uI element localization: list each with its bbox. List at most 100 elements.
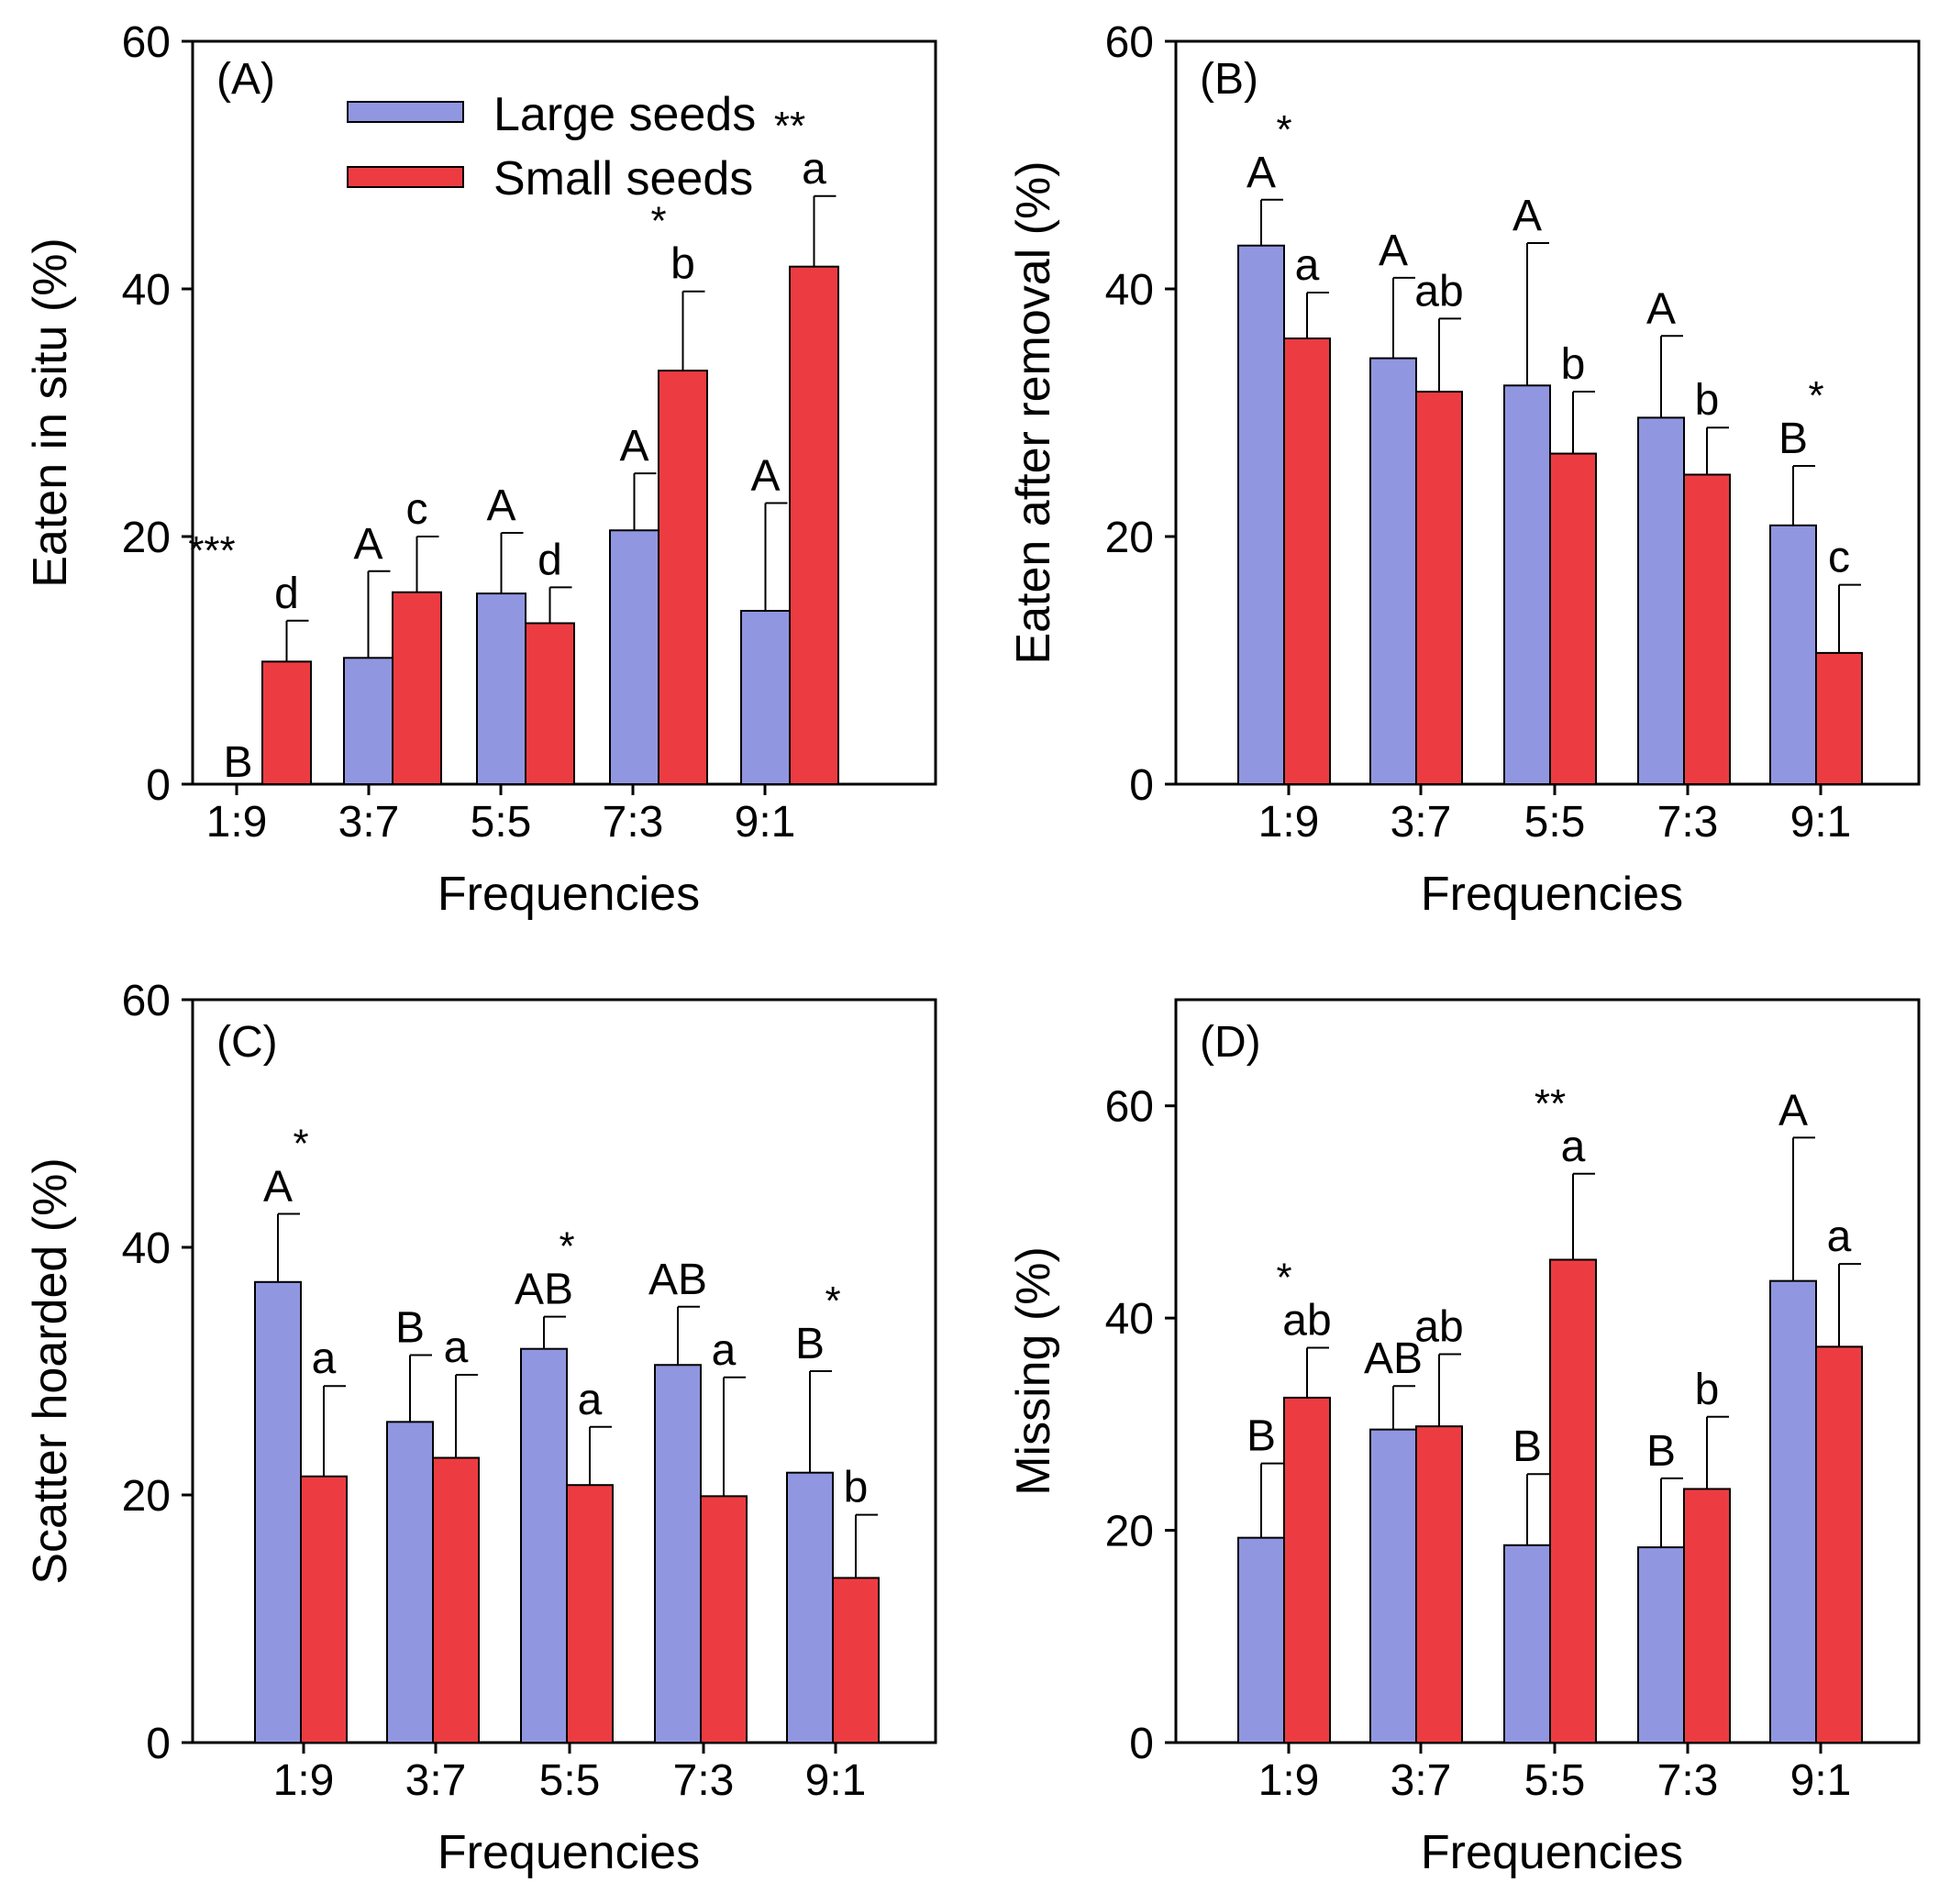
group-letter: b	[1695, 1366, 1720, 1414]
y-tick-label: 60	[122, 977, 171, 1025]
panel-a-ylabel: Eaten in situ (%)	[24, 238, 77, 588]
group-letter: B	[1512, 1422, 1542, 1471]
bar-small-5-5	[1549, 1258, 1597, 1743]
bar-small-5-5	[566, 1484, 614, 1743]
group-letter: A	[619, 422, 648, 470]
bar-large-3-7	[343, 657, 393, 785]
y-tick-label: 0	[146, 1720, 171, 1768]
x-tick-label: 7:3	[1657, 798, 1719, 847]
group-letter: B	[223, 738, 252, 787]
y-tick-label: 20	[122, 1472, 171, 1521]
bar-small-9-1	[1815, 651, 1863, 786]
y-tick-label: 40	[122, 266, 171, 315]
significance-marker: *	[1808, 373, 1823, 418]
bar-small-5-5	[1549, 452, 1597, 785]
x-tick-label: 9:1	[735, 798, 796, 847]
group-letter: b	[670, 240, 695, 289]
y-tick-label: 0	[146, 761, 171, 810]
bar-large-9-1	[786, 1471, 834, 1743]
bar-large-3-7	[1369, 357, 1417, 785]
legend: Large seeds Small seeds	[347, 88, 756, 205]
x-tick-label: 3:7	[338, 798, 400, 847]
significance-marker: ***	[188, 528, 235, 573]
group-letter: A	[486, 482, 515, 530]
significance-marker: *	[650, 199, 666, 244]
bar-large-9-1	[740, 610, 791, 785]
y-tick-label: 40	[1105, 1295, 1154, 1344]
y-tick-label: 60	[122, 18, 171, 67]
panel-d-label: (D)	[1200, 1018, 1261, 1067]
x-tick-label: 1:9	[206, 798, 268, 847]
group-letter: B	[1778, 415, 1808, 463]
significance-marker: **	[774, 104, 805, 149]
group-letter: A	[1379, 227, 1408, 275]
x-tick-label: 5:5	[539, 1756, 601, 1805]
panel-d-xlabel: Frequencies	[1421, 1826, 1683, 1879]
group-letter: ab	[1414, 1302, 1463, 1351]
bar-large-9-1	[1769, 524, 1817, 785]
bar-large-5-5	[1503, 1544, 1551, 1744]
group-letter: A	[750, 452, 780, 501]
significance-marker: *	[1276, 107, 1291, 152]
bar-small-7-3	[658, 370, 708, 785]
y-tick-label: 20	[1105, 1508, 1154, 1556]
y-tick-label: 60	[1105, 18, 1154, 67]
bar-large-5-5	[476, 592, 526, 785]
group-letter: a	[802, 145, 826, 194]
bar-large-7-3	[654, 1364, 702, 1743]
group-letter: AB	[1364, 1334, 1423, 1383]
bar-large-1-9	[1237, 1536, 1285, 1743]
y-tick-label: 40	[122, 1224, 171, 1273]
group-letter: c	[406, 485, 428, 534]
significance-marker: *	[559, 1224, 574, 1269]
y-tick-label: 20	[122, 514, 171, 562]
group-letter: A	[1246, 149, 1276, 197]
bar-small-3-7	[1415, 391, 1463, 785]
group-letter: a	[444, 1323, 469, 1372]
bar-small-9-1	[789, 265, 839, 785]
group-letter: b	[1561, 340, 1586, 389]
bar-small-3-7	[432, 1456, 480, 1743]
panel-c-xlabel: Frequencies	[438, 1826, 700, 1879]
x-tick-label: 3:7	[405, 1756, 467, 1805]
bar-small-3-7	[392, 591, 442, 785]
legend-swatch-small	[347, 166, 464, 188]
group-letter: B	[1246, 1412, 1276, 1461]
group-letter: a	[712, 1326, 737, 1375]
bar-small-1-9	[1283, 1396, 1331, 1744]
bar-small-1-9	[300, 1475, 348, 1743]
bar-large-1-9	[254, 1280, 302, 1744]
group-letter: A	[1646, 284, 1676, 333]
group-letter: d	[274, 570, 299, 618]
panel-b-xlabel: Frequencies	[1421, 868, 1683, 921]
group-letter: B	[395, 1303, 425, 1352]
y-tick-label: 60	[1105, 1083, 1154, 1132]
x-tick-label: 7:3	[1657, 1756, 1719, 1805]
group-letter: b	[1695, 376, 1720, 425]
x-tick-label: 3:7	[1391, 798, 1452, 847]
group-letter: A	[353, 520, 382, 569]
group-letter: A	[1512, 192, 1542, 240]
bar-large-7-3	[1637, 1546, 1685, 1743]
group-letter: d	[537, 536, 562, 584]
x-tick-label: 3:7	[1391, 1756, 1452, 1805]
group-letter: a	[1561, 1123, 1586, 1171]
x-tick-label: 7:3	[603, 798, 664, 847]
x-tick-label: 1:9	[273, 1756, 335, 1805]
group-letter: ab	[1414, 267, 1463, 315]
bar-small-9-1	[832, 1577, 880, 1743]
significance-marker: **	[1535, 1081, 1566, 1126]
panel-a-label: (A)	[216, 55, 275, 104]
bar-large-3-7	[1369, 1428, 1417, 1743]
group-letter: A	[1778, 1086, 1808, 1135]
group-letter: AB	[648, 1256, 707, 1304]
significance-marker: *	[1276, 1256, 1291, 1301]
group-letter: ab	[1282, 1297, 1331, 1345]
